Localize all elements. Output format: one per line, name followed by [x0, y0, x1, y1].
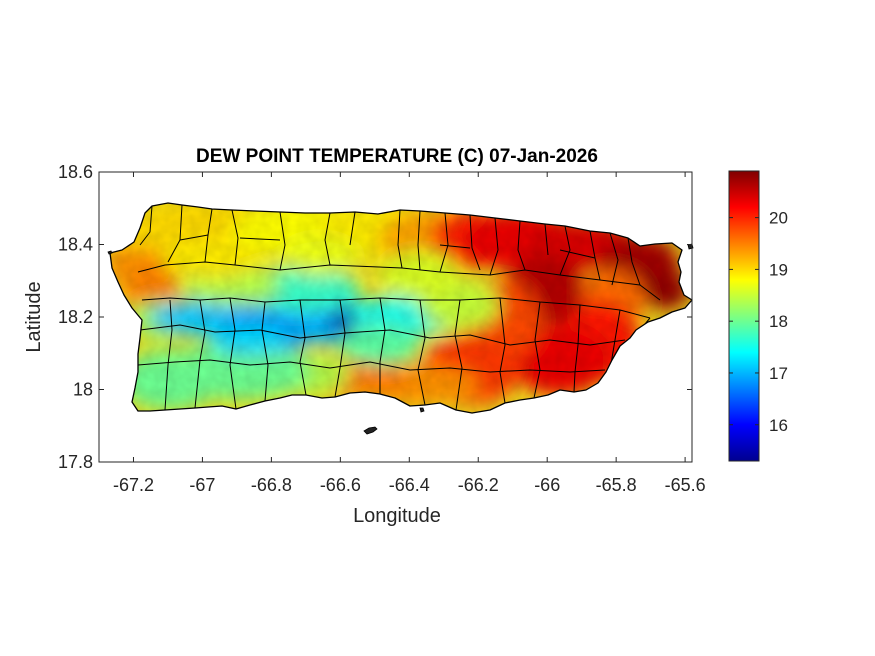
colorbar-gradient	[728, 170, 760, 462]
municipality-boundary	[194, 299, 206, 409]
x-tick-label: -65.8	[596, 475, 637, 495]
municipality-boundary	[517, 220, 526, 271]
municipality-boundary	[279, 211, 286, 271]
municipality-boundary	[573, 304, 581, 393]
municipality-boundary	[544, 223, 549, 256]
x-tick-label: -66.2	[458, 475, 499, 495]
offshore-cays	[107, 243, 694, 435]
municipality-boundary	[627, 237, 641, 286]
colorbar-tick-label: 16	[769, 416, 788, 435]
municipality-boundary	[499, 297, 506, 404]
municipality-boundary	[137, 359, 606, 373]
dew-point-field	[110, 203, 692, 413]
island-coastline	[109, 202, 693, 414]
municipality-boundary	[397, 209, 403, 269]
municipality-boundary	[439, 244, 471, 249]
municipality-boundaries	[137, 204, 661, 411]
municipality-boundary	[349, 211, 356, 246]
x-axis-label: Longitude	[353, 505, 441, 527]
municipality-boundary	[559, 249, 596, 259]
colorbar-tick-label: 18	[769, 312, 788, 331]
desecheo-island	[107, 250, 113, 255]
y-axis-label: Latitude	[23, 281, 45, 352]
y-tick-label: 18.6	[58, 162, 93, 182]
colorbar-ticks: 16 17 18 19 20	[729, 209, 788, 435]
y-tick-label: 18.2	[58, 307, 93, 327]
x-tick-label: -66.6	[320, 475, 361, 495]
y-tick-label: 17.8	[58, 452, 93, 472]
municipality-boundary	[334, 299, 346, 398]
municipality-boundary	[139, 205, 153, 246]
municipality-boundary	[489, 217, 499, 276]
municipality-boundary	[417, 299, 426, 406]
colorbar-tick-label: 20	[769, 209, 788, 228]
municipality-boundary	[609, 232, 619, 286]
municipality-boundary	[609, 309, 621, 371]
south-cay	[419, 407, 425, 413]
municipality-boundary	[231, 209, 239, 266]
municipality-boundary	[454, 299, 463, 411]
y-axis-ticks: 17.8 18 18.2 18.4 18.6	[58, 162, 692, 472]
x-tick-label: -67	[189, 475, 215, 495]
municipality-boundary	[261, 301, 269, 402]
municipality-boundary	[417, 210, 421, 271]
y-tick-label: 18	[73, 380, 93, 400]
colorbar: 16 17 18 19 20	[728, 170, 788, 462]
x-axis-ticks: -67.2 -67 -66.8 -66.6 -66.4 -66.2 -66 -65.8 -65.…	[113, 172, 706, 495]
municipality-boundary	[439, 212, 449, 273]
municipality-boundary	[469, 214, 481, 271]
x-tick-label: -66.8	[251, 475, 292, 495]
municipality-boundary	[139, 324, 626, 346]
colorbar-tick-label: 17	[769, 364, 788, 383]
colorbar-tick-label: 19	[769, 260, 788, 279]
municipality-boundary	[299, 299, 307, 396]
municipality-boundary	[533, 301, 541, 399]
municipality-boundary	[164, 299, 173, 411]
x-tick-label: -67.2	[113, 475, 154, 495]
municipality-boundary	[179, 234, 209, 241]
x-tick-label: -65.6	[665, 475, 706, 495]
municipality-boundary	[239, 237, 281, 241]
municipality-boundary	[379, 297, 386, 394]
caja-de-muertos-island	[363, 426, 378, 435]
municipality-boundary	[559, 225, 571, 276]
y-tick-label: 18.4	[58, 235, 93, 255]
chart-title: DEW POINT TEMPERATURE (C) 07-Jan-2026	[196, 146, 598, 167]
municipality-boundary	[324, 212, 331, 266]
municipality-boundary	[137, 261, 661, 301]
x-tick-label: -66	[534, 475, 560, 495]
municipality-boundary	[229, 297, 237, 410]
x-tick-label: -66.4	[389, 475, 430, 495]
